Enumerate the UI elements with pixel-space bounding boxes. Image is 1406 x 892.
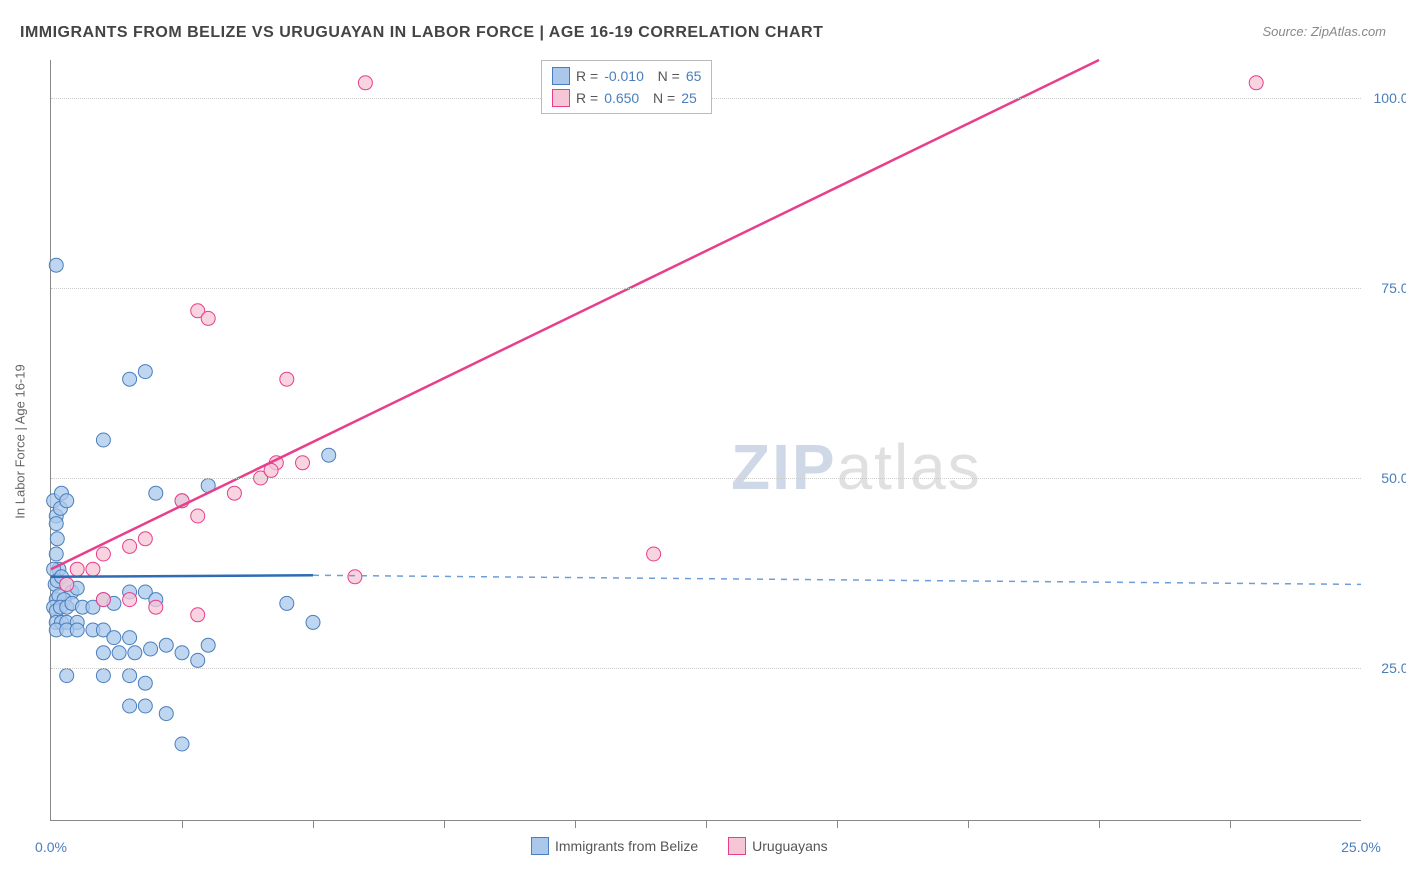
- data-point-uruguay: [227, 486, 241, 500]
- data-point-belize: [123, 372, 137, 386]
- data-point-belize: [159, 638, 173, 652]
- legend-item-belize: Immigrants from Belize: [531, 837, 698, 855]
- y-axis-label: In Labor Force | Age 16-19: [13, 364, 28, 518]
- data-point-belize: [60, 669, 74, 683]
- y-tick-label: 50.0%: [1381, 470, 1406, 486]
- chart-plot-area: ZIPatlas R = -0.010 N = 65 R = 0.650 N =…: [50, 60, 1361, 821]
- chart-title: IMMIGRANTS FROM BELIZE VS URUGUAYAN IN L…: [20, 24, 823, 42]
- x-tick-label: 25.0%: [1341, 839, 1381, 855]
- data-point-belize: [96, 646, 110, 660]
- data-point-belize: [138, 699, 152, 713]
- data-point-belize: [280, 596, 294, 610]
- data-point-uruguay: [1249, 76, 1263, 90]
- data-point-uruguay: [647, 547, 661, 561]
- data-point-belize: [123, 631, 137, 645]
- regression-dash-belize: [313, 575, 1361, 584]
- data-point-belize: [144, 642, 158, 656]
- data-point-uruguay: [348, 570, 362, 584]
- data-point-belize: [112, 646, 126, 660]
- regression-line-belize: [51, 575, 313, 577]
- data-point-belize: [49, 258, 63, 272]
- swatch-uruguay-bottom: [728, 837, 746, 855]
- data-point-uruguay: [358, 76, 372, 90]
- data-point-uruguay: [201, 311, 215, 325]
- data-point-belize: [149, 486, 163, 500]
- series-legend: Immigrants from Belize Uruguayans: [531, 837, 828, 855]
- data-point-belize: [175, 646, 189, 660]
- data-point-uruguay: [191, 608, 205, 622]
- data-point-uruguay: [280, 372, 294, 386]
- data-point-belize: [128, 646, 142, 660]
- data-point-uruguay: [296, 456, 310, 470]
- data-point-belize: [96, 433, 110, 447]
- y-axis-label-container: In Labor Force | Age 16-19: [5, 60, 35, 822]
- data-point-uruguay: [86, 562, 100, 576]
- legend-row-uruguay: R = 0.650 N = 25: [552, 87, 701, 109]
- data-point-belize: [159, 707, 173, 721]
- correlation-legend: R = -0.010 N = 65 R = 0.650 N = 25: [541, 60, 712, 114]
- data-point-uruguay: [96, 547, 110, 561]
- y-tick-label: 100.0%: [1374, 90, 1406, 106]
- y-tick-label: 25.0%: [1381, 660, 1406, 676]
- source-attribution: Source: ZipAtlas.com: [1262, 24, 1386, 39]
- data-point-uruguay: [70, 562, 84, 576]
- data-point-belize: [70, 623, 84, 637]
- data-point-belize: [96, 669, 110, 683]
- data-point-uruguay: [60, 577, 74, 591]
- data-point-belize: [138, 365, 152, 379]
- scatter-svg: [51, 60, 1361, 820]
- data-point-belize: [322, 448, 336, 462]
- legend-row-belize: R = -0.010 N = 65: [552, 65, 701, 87]
- data-point-uruguay: [123, 539, 137, 553]
- data-point-belize: [201, 638, 215, 652]
- data-point-uruguay: [191, 509, 205, 523]
- data-point-uruguay: [123, 593, 137, 607]
- x-tick-label: 0.0%: [35, 839, 67, 855]
- y-tick-label: 75.0%: [1381, 280, 1406, 296]
- data-point-uruguay: [96, 593, 110, 607]
- data-point-belize: [107, 631, 121, 645]
- swatch-uruguay: [552, 89, 570, 107]
- swatch-belize: [552, 67, 570, 85]
- data-point-uruguay: [138, 532, 152, 546]
- data-point-belize: [50, 532, 64, 546]
- data-point-belize: [306, 615, 320, 629]
- data-point-uruguay: [149, 600, 163, 614]
- data-point-belize: [138, 676, 152, 690]
- data-point-belize: [191, 653, 205, 667]
- data-point-belize: [60, 494, 74, 508]
- data-point-belize: [123, 669, 137, 683]
- data-point-belize: [49, 517, 63, 531]
- data-point-belize: [123, 699, 137, 713]
- data-point-belize: [175, 737, 189, 751]
- data-point-belize: [49, 547, 63, 561]
- swatch-belize-bottom: [531, 837, 549, 855]
- legend-item-uruguay: Uruguayans: [728, 837, 828, 855]
